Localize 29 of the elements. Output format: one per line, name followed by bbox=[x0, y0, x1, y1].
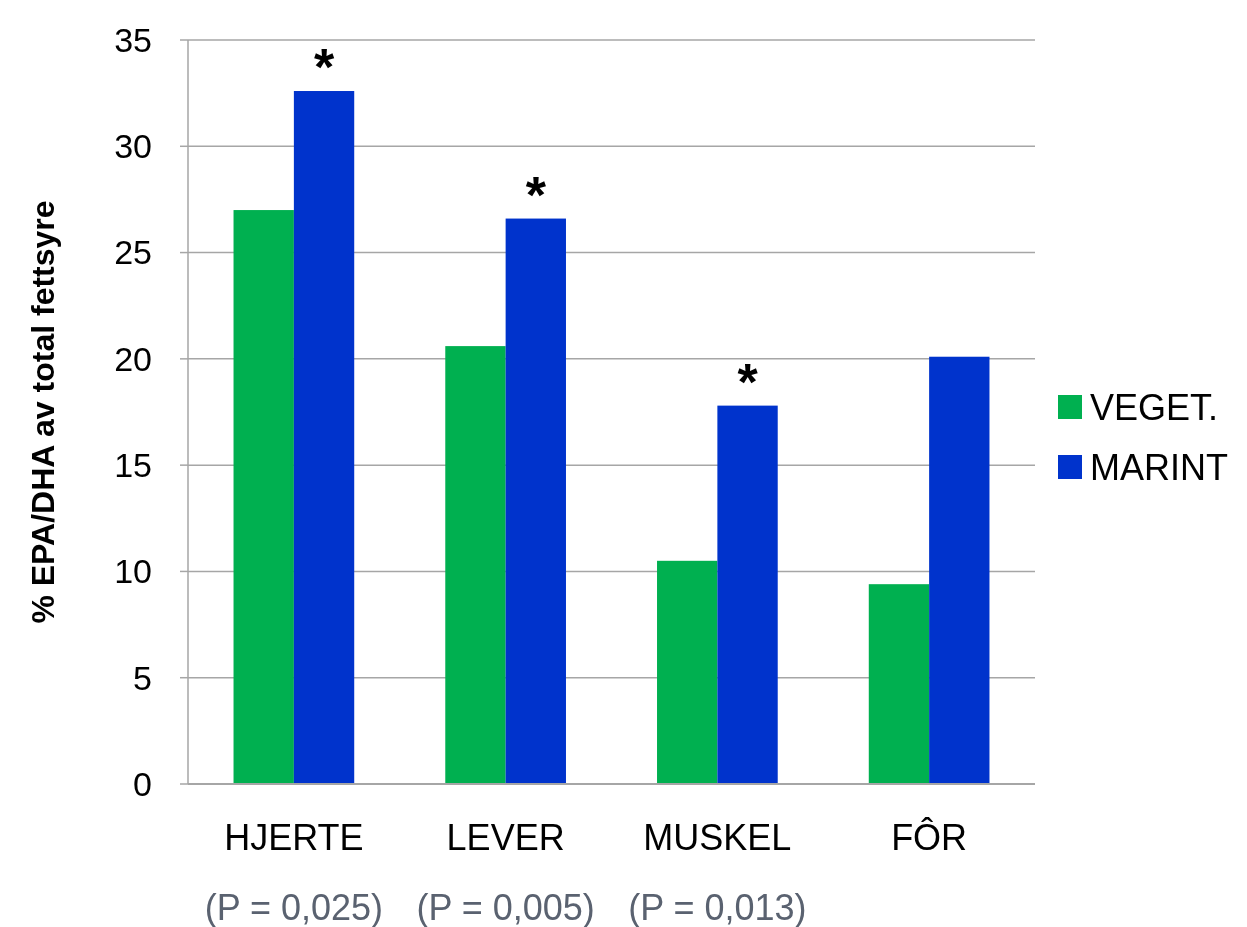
x-tick-label: LEVER bbox=[446, 817, 565, 858]
text: (P = 0,005) bbox=[416, 887, 595, 927]
y-tick-label: 20 bbox=[114, 339, 152, 378]
y-tick-label: 15 bbox=[114, 446, 152, 485]
annotation: * bbox=[313, 38, 335, 97]
y-tick-label: 30 bbox=[114, 127, 152, 166]
x-tick-label: FÔR bbox=[891, 817, 968, 858]
y-tick-label: 0 bbox=[133, 764, 152, 803]
x-tick-label: HJERTE bbox=[224, 817, 364, 858]
legend-label: MARINT bbox=[1090, 446, 1228, 488]
bar bbox=[717, 405, 778, 784]
legend-label: VEGET. bbox=[1090, 386, 1219, 428]
bar bbox=[293, 91, 355, 784]
y-tick-label: 25 bbox=[114, 233, 152, 272]
y-tick-label: 10 bbox=[114, 552, 152, 591]
bar bbox=[505, 218, 566, 784]
annotation: * bbox=[737, 352, 759, 411]
y-tick-label: 5 bbox=[133, 658, 152, 697]
text: (P = 0,025) bbox=[204, 887, 384, 927]
x-tick-label: MUSKEL bbox=[643, 817, 792, 858]
y-axis-title: % EPA/DHA av total fettsyre bbox=[25, 200, 61, 624]
bar bbox=[657, 560, 718, 784]
text: (P = 0,013) bbox=[628, 887, 807, 927]
bar bbox=[233, 210, 294, 784]
y-tick-label: 35 bbox=[114, 20, 152, 59]
bar bbox=[445, 346, 506, 784]
bar bbox=[868, 584, 930, 784]
annotation: * bbox=[525, 165, 547, 224]
bar bbox=[929, 356, 990, 784]
